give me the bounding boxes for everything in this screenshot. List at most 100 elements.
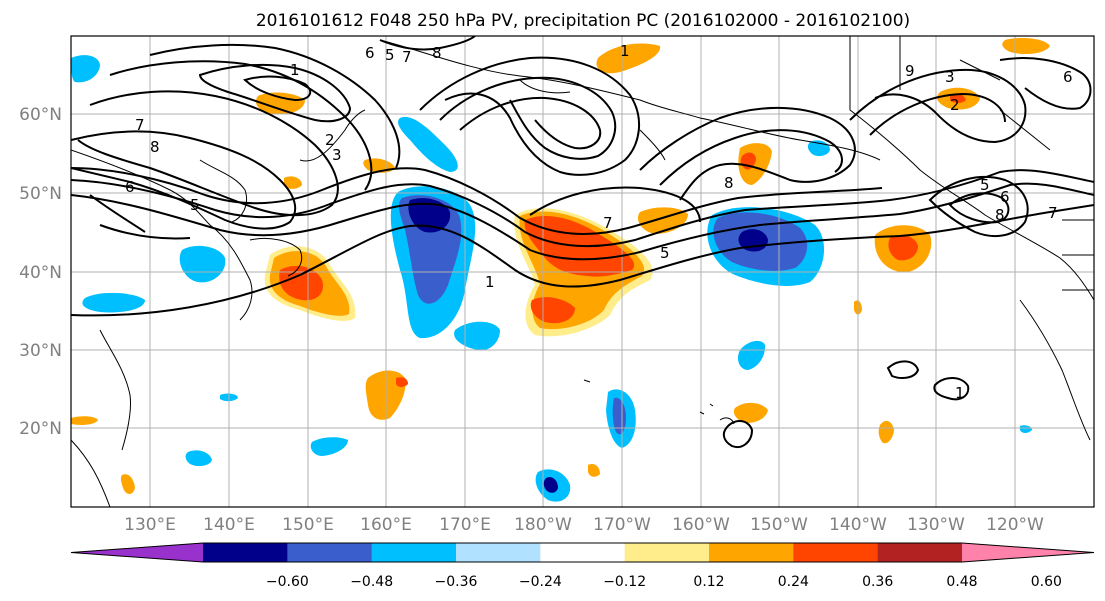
blue-area-6 — [454, 321, 500, 351]
figure-title: 2016101612 F048 250 hPa PV, precipitatio… — [256, 11, 910, 31]
colorbar-tick-label: −0.12 — [603, 574, 646, 590]
colorbar-segment — [540, 543, 626, 562]
lat-label: 50°N — [19, 184, 62, 204]
blue-area-1-core — [408, 198, 451, 233]
blue-area-15 — [1020, 425, 1032, 433]
contour-label-5d: 5 — [385, 46, 395, 64]
contour-label-8c: 8 — [724, 174, 734, 192]
colorbar-tick-label: 0.60 — [1031, 574, 1062, 590]
contour-label-7d: 7 — [1048, 204, 1058, 222]
orange-area-4-core — [396, 377, 408, 387]
lon-label: 180°W — [514, 515, 572, 535]
orange-area-17 — [588, 464, 600, 477]
orange-area-14 — [284, 176, 302, 189]
contour-label-2a: 2 — [325, 131, 335, 149]
contour-label-1c: 1 — [620, 42, 630, 60]
contour-label-8b: 8 — [432, 44, 442, 62]
contour-label-3a: 3 — [332, 146, 342, 164]
contour-label-5b: 5 — [660, 244, 670, 262]
lon-label: 170°E — [439, 515, 491, 535]
contour-label-5a: 5 — [190, 196, 200, 214]
blue-area-12 — [71, 55, 100, 83]
contour-label-1a: 1 — [290, 61, 300, 79]
lon-label: 140°W — [829, 515, 887, 535]
latitude-labels: 60°N 50°N 40°N 30°N 20°N — [19, 105, 62, 439]
orange-area-15 — [71, 416, 98, 425]
colorbar-segment — [456, 543, 541, 562]
colorbar-tick-label: −0.24 — [519, 574, 562, 590]
map-content: 1 1 1 1 2 2 3 3 5 5 5 5 6 6 6 6 7 7 7 7 … — [71, 36, 1094, 507]
colorbar-tick-label: 0.48 — [946, 574, 977, 590]
lon-label: 150°E — [282, 515, 334, 535]
contour-label-2b: 2 — [950, 96, 960, 114]
blue-area-8-core — [543, 477, 558, 493]
orange-area-12 — [878, 420, 894, 444]
colorbar-segment — [287, 543, 373, 562]
orange-area-7 — [255, 92, 305, 115]
colorbar-segment — [877, 543, 963, 562]
orange-area-3-core — [888, 235, 918, 261]
colorbar-segment — [203, 543, 288, 562]
colorbar-segment — [371, 543, 457, 562]
contour-label-5c: 5 — [980, 176, 990, 194]
map-frame — [70, 35, 1095, 508]
colorbar-outline — [70, 542, 1095, 563]
pv-contours — [71, 36, 1094, 448]
lat-label: 20°N — [19, 419, 62, 439]
blue-area-5 — [398, 116, 458, 172]
lat-label: 40°N — [19, 263, 62, 283]
lon-label: 120°W — [986, 515, 1044, 535]
colorbar-tick-label: 0.12 — [693, 574, 724, 590]
blue-area-7-core — [612, 397, 626, 435]
lon-label: 130°E — [124, 515, 176, 535]
orange-area-8 — [596, 43, 661, 74]
longitude-labels: 130°E 140°E 150°E 160°E 170°E 180°W 170°… — [124, 515, 1044, 535]
colorbar-segment — [709, 543, 794, 562]
blue-area-4 — [82, 292, 145, 313]
lon-label: 160°E — [360, 515, 412, 535]
colorbar-tick-label: 0.36 — [862, 574, 893, 590]
precip-negative-areas — [71, 55, 1032, 502]
orange-area-11 — [733, 402, 768, 423]
colorbar-extend-high — [962, 543, 1094, 562]
contour-label-9a: 9 — [905, 62, 915, 80]
contour-label-7c: 7 — [603, 214, 613, 232]
graticule — [71, 36, 1094, 507]
contour-label-3b: 3 — [945, 68, 955, 86]
contour-labels: 1 1 1 1 2 2 3 3 5 5 5 5 6 6 6 6 7 7 7 7 … — [125, 42, 1073, 402]
lat-label: 30°N — [19, 341, 62, 361]
lat-label: 60°N — [19, 105, 62, 125]
colorbar: −0.60 −0.48 −0.36 −0.24 −0.12 0.12 0.24 0.36 0.4… — [70, 542, 1095, 590]
orange-area-10 — [1002, 38, 1050, 54]
contour-label-6b: 6 — [365, 44, 375, 62]
blue-area-3 — [179, 245, 226, 283]
contour-label-1b: 1 — [485, 273, 495, 291]
blue-area-9 — [737, 340, 766, 370]
lon-label: 140°E — [203, 515, 255, 535]
orange-area-9-core — [950, 93, 966, 103]
colorbar-tick-label: −0.60 — [266, 574, 309, 590]
contour-label-7a: 7 — [135, 116, 145, 134]
colorbar-segment — [793, 543, 879, 562]
contour-label-8a: 8 — [150, 138, 160, 156]
lon-label: 150°W — [750, 515, 808, 535]
blue-area-10 — [310, 437, 348, 456]
colorbar-segment — [624, 543, 710, 562]
lon-label: 130°W — [907, 515, 965, 535]
lon-label: 160°W — [672, 515, 730, 535]
lon-label: 170°W — [593, 515, 651, 535]
contour-label-6c: 6 — [1000, 188, 1010, 206]
contour-label-6a: 6 — [125, 178, 135, 196]
colorbar-extend-low — [71, 543, 203, 562]
orange-area-16 — [120, 474, 135, 494]
contour-label-1d: 1 — [955, 384, 965, 402]
contour-label-8d: 8 — [995, 206, 1005, 224]
contour-label-6d: 6 — [1063, 68, 1073, 86]
blue-area-11 — [185, 450, 212, 467]
colorbar-tick-label: −0.36 — [435, 574, 478, 590]
colorbar-tick-label: 0.24 — [778, 574, 809, 590]
orange-area-1-low — [530, 297, 575, 324]
contour-label-7b: 7 — [402, 48, 412, 66]
